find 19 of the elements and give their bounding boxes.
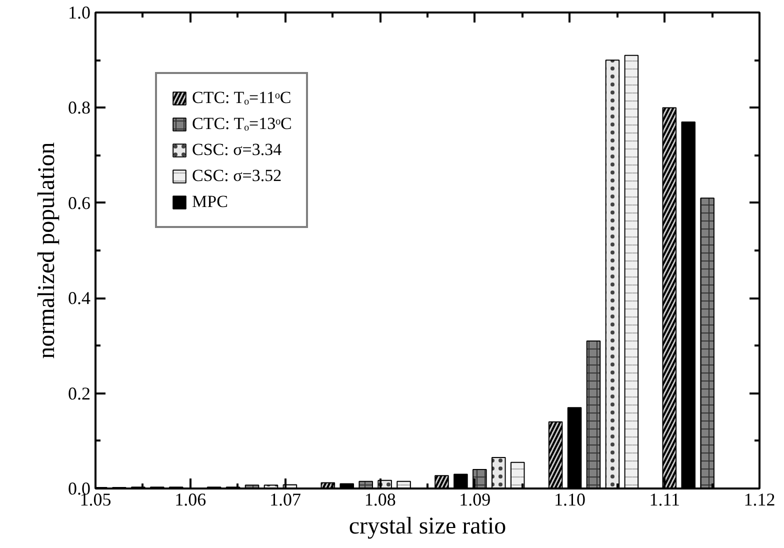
y-tick-label: 0.4 [68,288,90,308]
legend-label: MPC [192,192,228,212]
legend-label: CTC: Tₒ=11ᵒC [192,88,292,108]
x-axis-title: crystal size ratio [348,514,506,540]
x-tick-label: 1.06 [174,490,206,510]
x-tick-label: 1.12 [744,490,776,510]
y-tick-label: 1.0 [68,2,90,22]
y-axis-title: normalized population [34,142,60,359]
x-tick-label: 1.11 [649,490,680,510]
x-tick-label: 1.07 [269,490,301,510]
x-tick-label: 1.08 [364,490,396,510]
legend-label: CTC: Tₒ=13ᵒC [192,114,292,134]
y-tick-label: 0.6 [68,192,90,213]
y-tick-label: 0.8 [68,98,90,118]
y-tick-label: 0.2 [68,383,90,404]
x-tick-label: 1.10 [554,490,586,510]
legend-label: CSC: σ=3.52 [192,166,282,186]
x-tick-label: 1.09 [459,490,491,510]
legend-label: CSC: σ=3.34 [192,140,282,160]
